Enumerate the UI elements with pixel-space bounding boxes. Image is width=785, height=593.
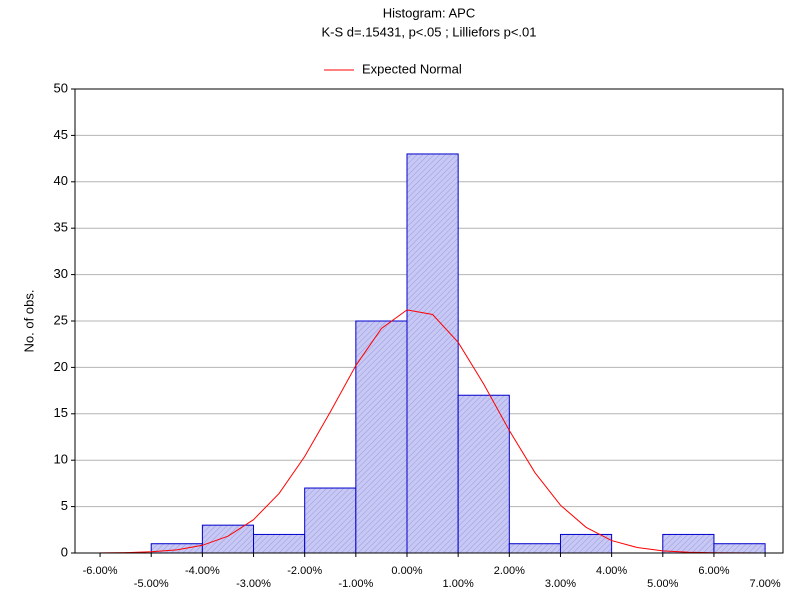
legend-label: Expected Normal bbox=[362, 61, 462, 76]
y-tick-label: 35 bbox=[54, 220, 68, 235]
bar bbox=[304, 487, 357, 554]
y-tick-label: 0 bbox=[61, 544, 68, 559]
x-tick-label: 6.00% bbox=[698, 565, 729, 577]
x-tick-label: 0.00% bbox=[391, 565, 422, 577]
bar bbox=[662, 533, 715, 554]
y-tick-label: 50 bbox=[54, 80, 68, 95]
y-tick-label: 25 bbox=[54, 312, 68, 327]
x-tick-label: 4.00% bbox=[596, 565, 627, 577]
chart-subtitle: K-S d=.15431, p<.05 ; Lilliefors p<.01 bbox=[321, 24, 536, 39]
x-tick-label: 5.00% bbox=[647, 578, 678, 590]
chart-title: Histogram: APC bbox=[383, 5, 475, 20]
y-tick-label: 40 bbox=[54, 173, 68, 188]
bar bbox=[253, 533, 306, 554]
y-tick-label: 15 bbox=[54, 405, 68, 420]
x-tick-label: -6.00% bbox=[83, 565, 118, 577]
x-tick-label: -1.00% bbox=[338, 578, 373, 590]
x-tick-label: -2.00% bbox=[287, 565, 322, 577]
bar bbox=[457, 394, 510, 554]
x-tick-label: 1.00% bbox=[443, 578, 474, 590]
bar bbox=[355, 320, 408, 554]
x-tick-label: -4.00% bbox=[185, 565, 220, 577]
bar bbox=[406, 153, 459, 554]
x-tick-label: 2.00% bbox=[494, 565, 525, 577]
y-tick-label: 10 bbox=[54, 452, 68, 467]
y-axis-label: No. of obs. bbox=[21, 290, 36, 353]
y-tick-label: 30 bbox=[54, 266, 68, 281]
bar bbox=[201, 524, 255, 554]
y-tick-label: 45 bbox=[54, 127, 68, 142]
x-tick-label: 7.00% bbox=[749, 578, 780, 590]
x-tick-label: -5.00% bbox=[134, 578, 169, 590]
normal-curve bbox=[100, 309, 766, 554]
bar bbox=[508, 543, 561, 554]
x-tick-label: 3.00% bbox=[545, 578, 576, 590]
plot-frame bbox=[74, 88, 784, 554]
x-tick-label: -3.00% bbox=[236, 578, 271, 590]
bar bbox=[713, 543, 766, 554]
y-tick-label: 20 bbox=[54, 359, 68, 374]
y-tick-label: 5 bbox=[61, 498, 68, 513]
bar bbox=[559, 533, 613, 554]
